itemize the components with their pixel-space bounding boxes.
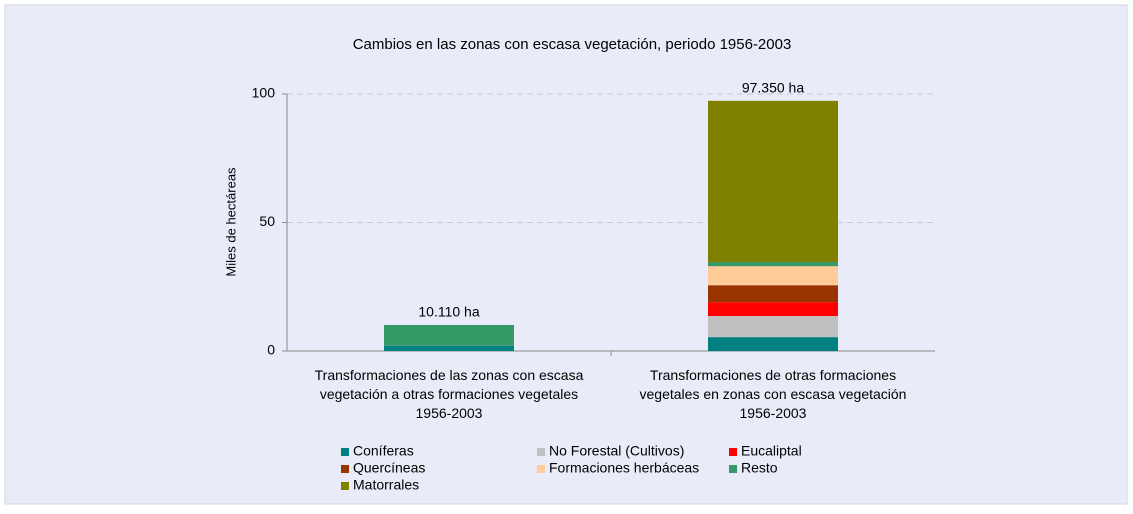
chart-title: Cambios en las zonas con escasa vegetaci… [353, 36, 792, 53]
legend-swatch [537, 448, 545, 456]
legend-label: Quercíneas [353, 460, 425, 476]
y-tick-label: 0 [267, 342, 275, 358]
legend-swatch [341, 448, 349, 456]
y-axis-label: Miles de hectáreas [223, 167, 238, 277]
bar-segment [708, 316, 838, 338]
bar-segment [384, 345, 514, 351]
legend-label: Formaciones herbáceas [549, 460, 699, 476]
total-label: 97.350 ha [742, 80, 804, 96]
x-tick-label: Transformaciones de las zonas con escasa… [315, 367, 584, 421]
legend-label: Eucaliptal [741, 443, 802, 459]
bar-segment [708, 302, 838, 317]
bar-segment [708, 266, 838, 286]
legend-swatch [341, 482, 349, 490]
legend-label: Resto [741, 460, 778, 476]
bar-segment [708, 100, 838, 263]
legend-swatch [729, 448, 737, 456]
legend-label: No Forestal (Cultivos) [549, 443, 684, 459]
legend-label: Coníferas [353, 443, 414, 459]
bar-segment [384, 325, 514, 346]
panel [4, 4, 1128, 505]
legend-label: Matorrales [353, 477, 419, 493]
legend-swatch [341, 465, 349, 473]
bar-segment [708, 337, 838, 351]
y-tick-label: 100 [252, 85, 276, 101]
bar-segment [708, 285, 838, 303]
bar-segment [708, 262, 838, 267]
y-tick-label: 50 [259, 213, 275, 229]
total-label: 10.110 ha [418, 304, 479, 320]
x-tick-label: Transformaciones de otras formaciones veg… [640, 367, 907, 421]
legend-swatch [537, 465, 545, 473]
legend-swatch [729, 465, 737, 473]
